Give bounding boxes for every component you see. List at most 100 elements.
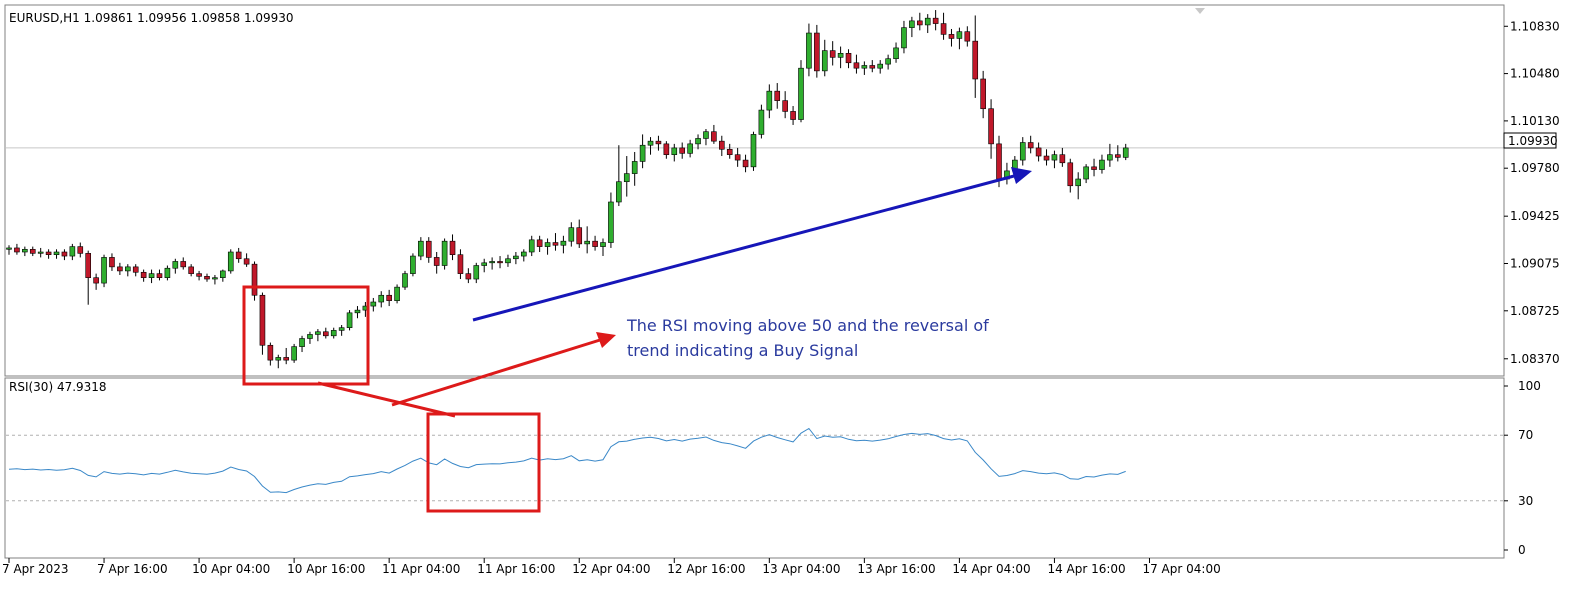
candle: [425, 237, 432, 263]
candle-body: [869, 65, 876, 69]
candle-body: [125, 266, 131, 272]
candle-body: [513, 255, 519, 260]
candle-body: [338, 327, 345, 331]
candle: [259, 292, 266, 355]
candle-body: [196, 273, 202, 277]
candle-body: [6, 247, 12, 250]
candle: [125, 264, 131, 277]
candle-body: [1075, 178, 1081, 187]
candle: [69, 243, 76, 261]
candle-body: [370, 301, 377, 307]
candle: [1051, 150, 1058, 169]
candle-body: [1099, 159, 1105, 170]
candle-body: [742, 159, 749, 168]
candle: [85, 250, 91, 305]
candle-body: [402, 273, 408, 288]
candle-body: [1083, 166, 1089, 180]
candle: [322, 327, 329, 339]
price-axis: 1.10830 1.10480 1.10130 1.09780 1.09425 1.090…: [1504, 19, 1560, 366]
candle: [457, 249, 464, 280]
candle: [584, 226, 590, 254]
rsi-highlight-box: [426, 412, 541, 513]
candle: [782, 91, 788, 119]
candle: [394, 284, 400, 304]
candle-body: [932, 17, 939, 24]
candle: [330, 327, 337, 339]
candle-body: [45, 251, 52, 256]
candle-body: [528, 239, 535, 253]
candle-body: [916, 20, 923, 26]
rsi-line: [8, 427, 1126, 494]
candle: [148, 269, 155, 284]
candle: [354, 306, 361, 319]
candle: [853, 54, 860, 74]
candle: [45, 249, 52, 259]
price-panel-frame: [4, 4, 1505, 377]
candle: [544, 238, 551, 255]
candle-body: [275, 357, 282, 361]
candle-body: [734, 154, 741, 161]
candle-body: [647, 140, 654, 146]
candle-body: [1027, 142, 1034, 149]
candle: [718, 135, 725, 157]
candle-body: [481, 262, 488, 266]
candle: [940, 12, 947, 40]
candle: [346, 310, 353, 331]
candle: [885, 54, 891, 70]
candle: [916, 12, 923, 31]
candle: [790, 106, 796, 125]
candle: [386, 289, 392, 307]
candle-body: [77, 246, 84, 254]
candle: [901, 20, 907, 54]
candle: [1122, 143, 1129, 161]
candle: [679, 142, 686, 159]
candle-body: [156, 273, 163, 278]
rsi-tick-label: 0: [1518, 543, 1526, 557]
candle: [1019, 137, 1026, 166]
price-highlight-box: [242, 285, 370, 386]
shift-marker-icon[interactable]: [1195, 8, 1205, 14]
candle: [164, 265, 171, 281]
candle: [750, 131, 757, 171]
candle-body: [188, 266, 194, 274]
candle-body: [172, 261, 179, 269]
candle: [924, 14, 931, 34]
candle-body: [378, 294, 385, 303]
candle: [267, 342, 274, 366]
candle-body: [204, 276, 210, 280]
candle: [449, 234, 456, 261]
candle-body: [885, 58, 891, 65]
candle: [560, 235, 567, 254]
candle-body: [806, 32, 812, 69]
candle: [220, 269, 226, 282]
candle: [378, 291, 385, 308]
candle: [235, 247, 242, 263]
candle: [631, 151, 638, 186]
candle: [932, 10, 939, 31]
candle: [172, 258, 179, 274]
candle: [275, 354, 282, 369]
candle: [1043, 149, 1050, 166]
candle-body: [243, 258, 250, 265]
candle-body: [948, 34, 955, 39]
candle: [370, 297, 377, 312]
rsi-tick-label: 30: [1518, 494, 1533, 508]
candle-body: [544, 242, 551, 247]
time-tick-label: 10 Apr 16:00: [287, 562, 365, 576]
candle: [663, 141, 670, 159]
candle-body: [711, 131, 717, 142]
candle-body: [774, 90, 781, 101]
time-tick-label: 10 Apr 04:00: [192, 562, 270, 576]
candle-body: [877, 63, 884, 69]
candle-body: [679, 147, 686, 154]
price-tick-label: 1.09075: [1510, 256, 1560, 270]
candle-body: [180, 261, 187, 268]
candle: [909, 16, 915, 38]
candle-body: [988, 108, 994, 145]
candle-body: [497, 261, 503, 264]
candle: [608, 192, 614, 248]
candle: [798, 60, 804, 123]
candle: [132, 264, 139, 277]
candle: [623, 156, 630, 197]
candle: [845, 49, 852, 69]
